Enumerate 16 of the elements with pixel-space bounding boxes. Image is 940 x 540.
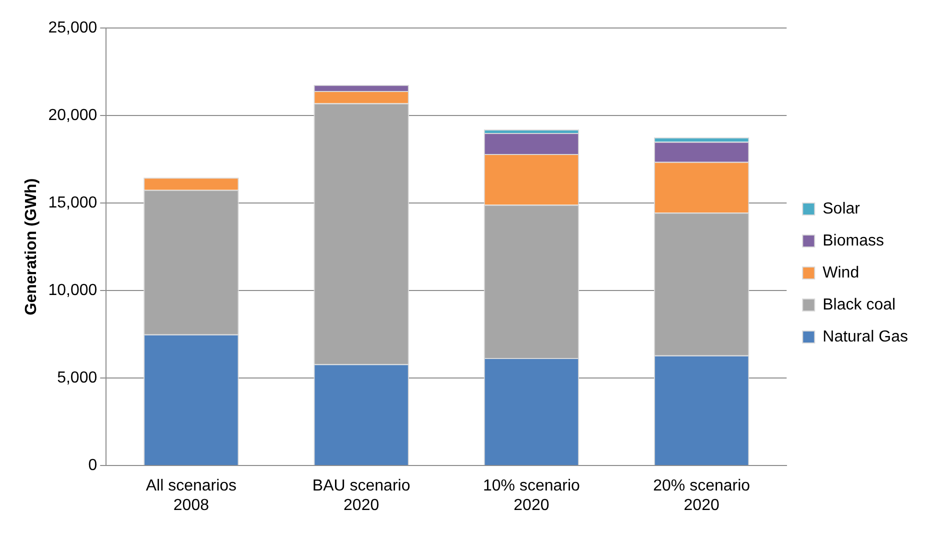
x-tick-label: 10% scenario 2020: [482, 478, 580, 514]
legend-label: Solar: [822, 200, 861, 218]
y-tick-label: 5,000: [57, 369, 98, 386]
y-tick-label: 15,000: [48, 194, 98, 212]
y-tick-label: 25,000: [48, 19, 98, 36]
legend-label: Biomass: [822, 232, 884, 250]
legend-label: Black coal: [822, 296, 896, 314]
legend-label: Wind: [822, 264, 860, 282]
legend-label: Natural Gas: [822, 328, 908, 346]
x-tick-label: All scenarios 2008: [146, 478, 237, 514]
y-axis-title: Generation (GWh): [23, 178, 40, 316]
x-tick-label: 20% scenario 2020: [653, 478, 750, 514]
y-tick-label: 0: [88, 457, 98, 474]
y-tick-label: 20,000: [48, 106, 98, 124]
x-tick-label: BAU scenario 2020: [312, 478, 410, 514]
y-tick-label: 10,000: [48, 282, 98, 299]
